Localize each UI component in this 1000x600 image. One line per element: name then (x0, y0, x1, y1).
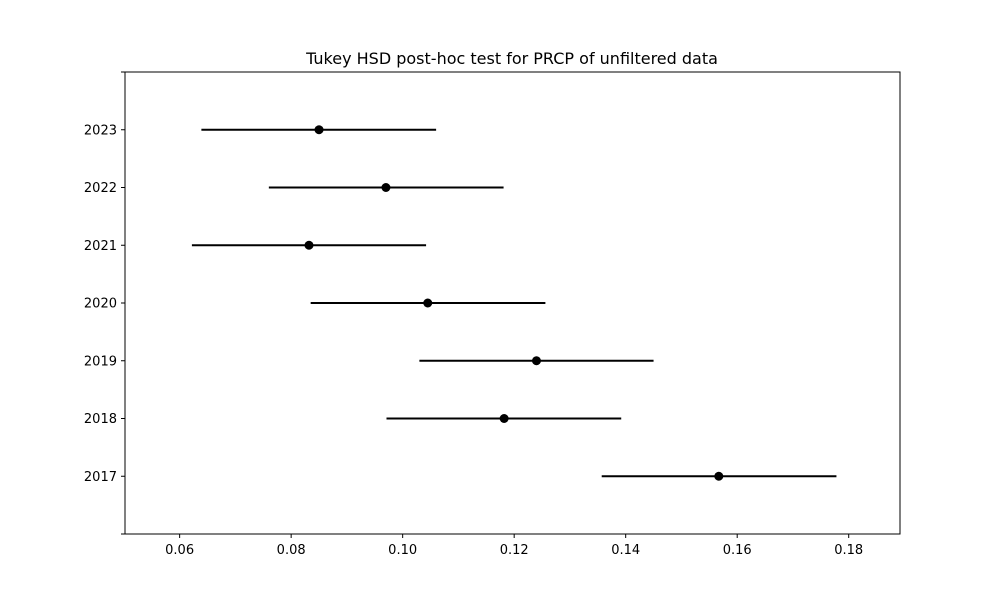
y-tick-label: 2018 (84, 412, 117, 427)
mean-point-2020 (423, 298, 433, 308)
mean-point-2019 (531, 356, 541, 366)
chart-title: Tukey HSD post-hoc test for PRCP of unfi… (305, 49, 718, 68)
confidence-intervals (191, 125, 837, 481)
x-tick-label: 0.16 (723, 543, 752, 558)
x-axis: 0.06 0.08 0.10 0.12 0.14 0.16 0.18 (165, 534, 863, 558)
mean-point-2022 (381, 183, 391, 192)
y-tick-label: 2021 (84, 239, 117, 254)
mean-point-2021 (304, 240, 314, 250)
y-tick-label: 2022 (84, 181, 117, 196)
x-tick-label: 0.08 (277, 543, 306, 558)
mean-point-2017 (714, 471, 724, 481)
x-tick-label: 0.14 (611, 543, 640, 558)
y-axis: 2017 2018 2019 2020 2021 2022 2023 (84, 71, 125, 535)
x-tick-label: 0.10 (388, 543, 417, 558)
mean-point-2018 (499, 414, 509, 423)
y-tick-label: 2019 (84, 354, 117, 369)
x-tick-label: 0.18 (834, 543, 863, 558)
x-tick-label: 0.12 (500, 543, 529, 558)
x-tick-label: 0.06 (165, 543, 194, 558)
mean-point-2023 (314, 125, 324, 135)
y-tick-label: 2023 (84, 123, 117, 138)
y-tick-label: 2020 (84, 297, 117, 312)
y-tick-label: 2017 (84, 470, 117, 485)
